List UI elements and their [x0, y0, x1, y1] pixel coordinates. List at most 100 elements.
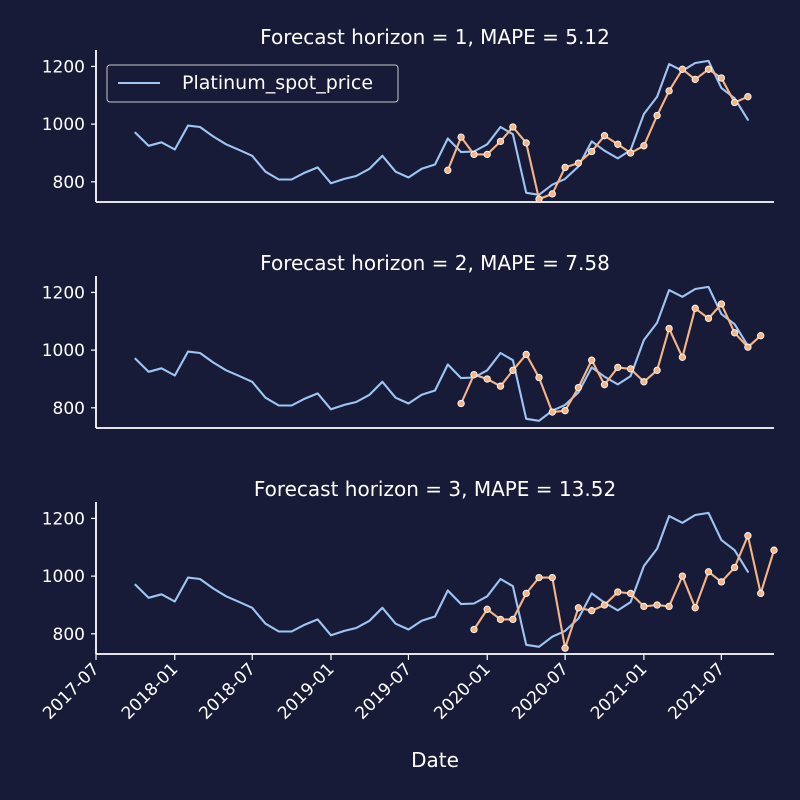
forecast-point: [457, 133, 465, 141]
forecast-point: [757, 589, 765, 598]
forecast-point: [535, 373, 543, 382]
y-tick-label: 800: [53, 173, 85, 193]
x-tick-label: 2019-01: [274, 659, 338, 723]
panel-title: Forecast horizon = 3, MAPE = 13.52: [254, 477, 616, 501]
forecast-point: [614, 363, 622, 372]
panel-title: Forecast horizon = 2, MAPE = 7.58: [260, 251, 610, 275]
y-tick-label: 1200: [42, 57, 85, 77]
actual-series-line: [134, 511, 749, 648]
forecast-point: [665, 87, 673, 95]
forecast-point: [717, 578, 726, 586]
forecast-point: [600, 601, 609, 609]
panel-title: Forecast horizon = 1, MAPE = 5.12: [260, 25, 610, 49]
y-tick-label: 800: [53, 625, 85, 645]
panel-2: Forecast horizon = 2, MAPE = 7.58 800 1000…: [42, 251, 774, 429]
forecast-point: [509, 123, 517, 131]
forecast-point: [496, 615, 505, 624]
forecast-point: [457, 399, 465, 408]
forecast-point: [548, 190, 556, 198]
forecast-point: [640, 378, 648, 386]
forecast-point: [561, 407, 569, 415]
x-tick-label: 2020-01: [430, 659, 494, 723]
forecast-point: [496, 382, 505, 390]
forecast-series-line: [460, 302, 762, 414]
panel-3: Forecast horizon = 3, MAPE = 13.52 800 100…: [42, 477, 778, 655]
forecast-point: [626, 149, 635, 157]
y-tick-label: 1200: [42, 283, 85, 303]
x-tick-label: 2021-01: [587, 659, 651, 723]
forecast-point: [561, 163, 569, 172]
forecast-point: [522, 589, 530, 598]
forecast-point: [522, 139, 530, 147]
x-tick-label: 2018-01: [118, 659, 182, 723]
forecast-point: [496, 137, 505, 146]
forecast-point: [691, 75, 699, 84]
forecast-point: [509, 366, 517, 374]
forecast-point: [665, 324, 673, 333]
forecast-point: [444, 166, 452, 174]
x-axis-title: Date: [411, 748, 459, 772]
forecast-point: [744, 343, 752, 351]
y-tick-label: 1200: [42, 509, 85, 529]
forecast-point: [522, 350, 530, 359]
forecast-point: [588, 607, 596, 615]
forecast-point: [574, 159, 583, 167]
legend-box: [106, 64, 399, 103]
actual-series-line: [134, 285, 749, 422]
forecast-point: [653, 111, 661, 120]
forecast-point: [483, 150, 491, 159]
forecast-point: [483, 375, 491, 383]
forecast-point: [730, 329, 739, 337]
forecast-point: [548, 573, 556, 582]
forecast-series-line: [472, 534, 776, 650]
y-tick-label: 1000: [42, 115, 85, 135]
x-tick-label: 2017-07: [39, 659, 103, 723]
y-tick-label: 1000: [42, 341, 85, 361]
forecast-point: [691, 604, 699, 612]
forecast-point: [640, 602, 648, 611]
forecast-point: [640, 142, 648, 150]
legend-label: Platinum_spot_price: [182, 72, 373, 94]
forecast-point: [704, 568, 713, 576]
panel-1: Forecast horizon = 1, MAPE = 5.12 800 1000…: [42, 25, 774, 203]
forecast-point: [614, 140, 622, 148]
forecast-point: [653, 366, 661, 374]
actual-series-line: [134, 59, 749, 196]
forecast-point: [600, 132, 609, 140]
forecast-point: [470, 625, 478, 634]
forecast-point: [730, 98, 739, 107]
forecast-point: [574, 604, 583, 612]
forecast-series-line: [446, 68, 749, 201]
forecast-point: [744, 93, 752, 101]
forecast-point: [535, 573, 543, 582]
forecast-point: [600, 381, 609, 389]
forecast-point: [470, 370, 478, 379]
forecast-point: [548, 408, 556, 416]
forecast-point: [626, 589, 635, 598]
y-tick-label: 1000: [42, 567, 85, 587]
forecast-point: [717, 74, 726, 82]
forecast-point: [757, 332, 765, 340]
x-tick-label: 2018-07: [195, 659, 259, 723]
x-tick-label: 2021-07: [665, 659, 729, 723]
forecast-point: [678, 572, 687, 580]
x-tick-label: 2020-07: [508, 659, 572, 723]
forecast-point: [574, 383, 583, 392]
forecast-point: [535, 195, 543, 203]
forecast-point: [614, 588, 622, 596]
forecast-point: [561, 644, 569, 652]
forecast-point: [653, 601, 661, 609]
forecast-point: [470, 150, 478, 159]
forecast-point: [770, 546, 778, 554]
forecast-point: [717, 300, 726, 308]
forecast-point: [744, 532, 752, 540]
x-tick-label: 2019-07: [352, 659, 416, 723]
forecast-point: [730, 563, 739, 572]
forecast-point: [626, 365, 635, 373]
forecast-point: [588, 147, 596, 156]
y-tick-label: 800: [53, 399, 85, 419]
forecast-point: [483, 605, 491, 613]
forecast-point: [678, 65, 687, 73]
forecast-point: [691, 304, 699, 312]
